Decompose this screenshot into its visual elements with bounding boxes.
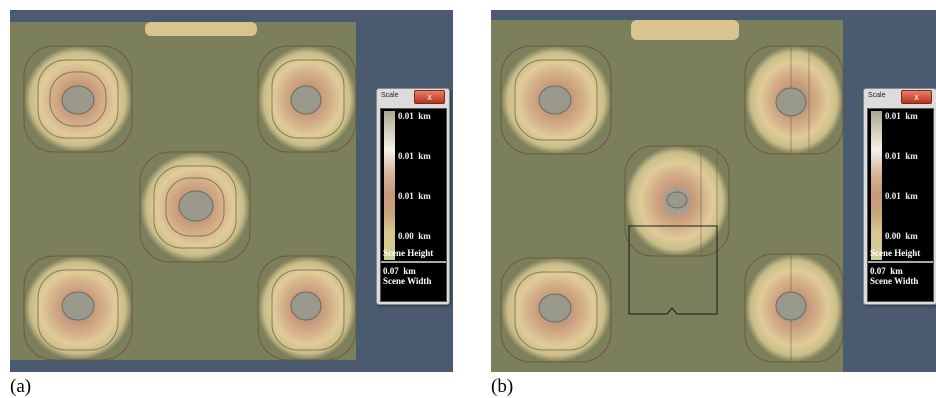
hill [257, 255, 357, 361]
close-button[interactable]: x [901, 90, 932, 104]
terrain-scene-a[interactable] [10, 10, 453, 372]
hill [500, 45, 612, 155]
scale-tick: 0.01 km [398, 191, 431, 201]
scene-width-value: 0.07 km [383, 266, 416, 276]
terrain-scene-b[interactable] [491, 10, 936, 372]
figure-caption-b: (b) [491, 376, 514, 397]
viewport-b[interactable]: Scale x 0.01 km 0.01 km 0.01 km 0.00 km … [491, 10, 936, 372]
divider [868, 261, 933, 263]
figure-caption-a: (a) [10, 376, 32, 397]
scale-tick: 0.01 km [398, 111, 431, 121]
scale-window-title: Scale [868, 92, 886, 99]
scale-window[interactable]: Scale x 0.01 km 0.01 km 0.01 km 0.00 km … [863, 88, 936, 305]
scene-height-label: Scene Height [870, 248, 921, 258]
divider [381, 261, 446, 263]
hill [23, 255, 133, 361]
hill [744, 253, 844, 363]
hill [500, 257, 612, 363]
hill [257, 45, 357, 153]
scene-width-value: 0.07 km [870, 266, 903, 276]
hill [139, 151, 251, 263]
close-button[interactable]: x [414, 90, 445, 104]
scale-legend: 0.01 km 0.01 km 0.01 km 0.00 km Scene He… [380, 108, 447, 302]
viewport-a[interactable]: Scale x 0.01 km 0.01 km 0.01 km 0.00 km … [10, 10, 453, 372]
scene-width-label: Scene Width [870, 276, 919, 286]
hill [145, 22, 257, 36]
scene-height-label: Scene Height [383, 248, 434, 258]
selection-outline[interactable] [628, 225, 718, 315]
scale-tick: 0.00 km [398, 231, 431, 241]
hill [624, 145, 730, 257]
hill [744, 45, 844, 155]
scale-legend: 0.01 km 0.01 km 0.01 km 0.00 km Scene He… [867, 108, 934, 302]
height-color-bar [384, 111, 395, 260]
hill [631, 20, 739, 40]
scene-width-label: Scene Width [383, 276, 432, 286]
hill [23, 45, 133, 153]
scale-tick: 0.01 km [885, 191, 918, 201]
scale-window[interactable]: Scale x 0.01 km 0.01 km 0.01 km 0.00 km … [376, 88, 450, 305]
scale-tick: 0.01 km [398, 151, 431, 161]
scale-tick: 0.01 km [885, 111, 918, 121]
scale-window-title: Scale [381, 92, 399, 99]
height-color-bar [871, 111, 882, 260]
scale-tick: 0.00 km [885, 231, 918, 241]
scale-tick: 0.01 km [885, 151, 918, 161]
